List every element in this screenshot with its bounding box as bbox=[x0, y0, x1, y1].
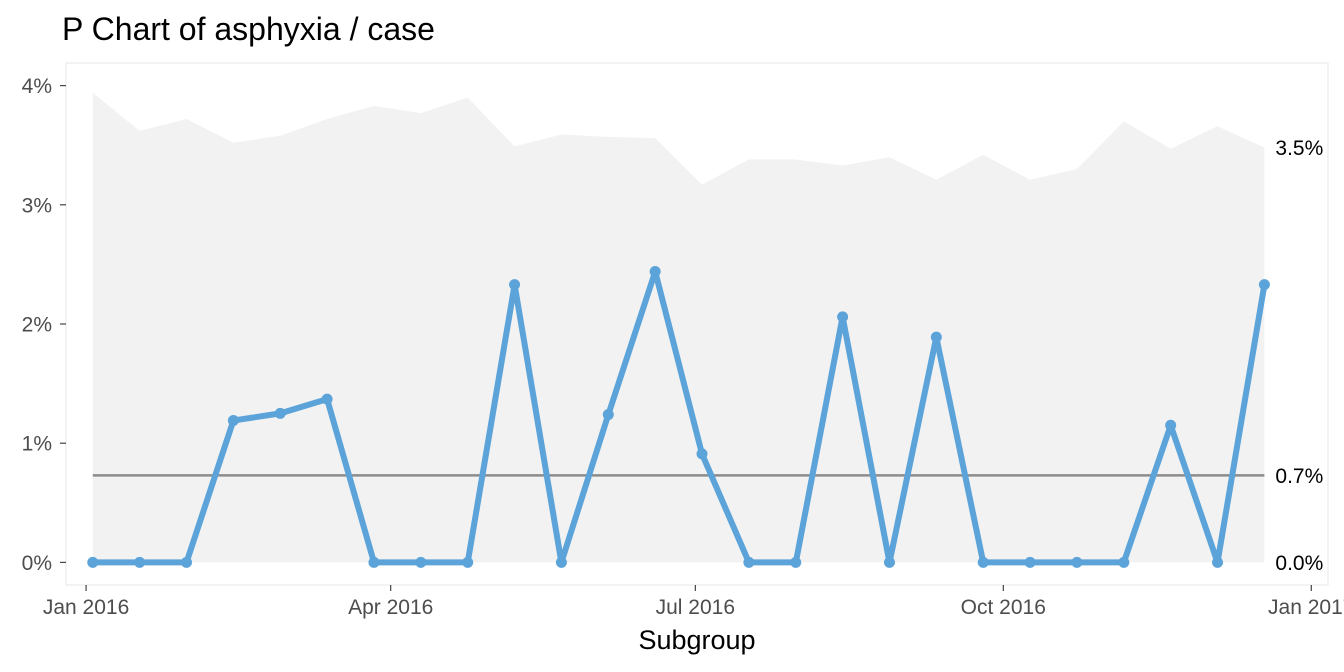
data-point bbox=[462, 556, 474, 568]
data-point bbox=[696, 448, 708, 460]
x-axis: Jan 2016 Apr 2016 Jul 2016 Oct 2016 Jan 2017 bbox=[43, 585, 1344, 619]
x-tick-label: Jan 2016 bbox=[43, 596, 129, 619]
data-point bbox=[274, 407, 286, 419]
data-point bbox=[227, 415, 239, 427]
data-point bbox=[602, 409, 614, 421]
data-point bbox=[743, 556, 755, 568]
limit-labels: 3.5% 0.7% 0.0% bbox=[1275, 137, 1323, 575]
data-point bbox=[1118, 556, 1130, 568]
x-tick-label: Oct 2016 bbox=[961, 596, 1046, 619]
data-point bbox=[977, 556, 989, 568]
data-point bbox=[181, 556, 193, 568]
data-point bbox=[368, 556, 380, 568]
y-axis: 0% 1% 2% 3% 4% bbox=[22, 75, 66, 575]
upper-limit-label: 3.5% bbox=[1275, 137, 1323, 160]
data-point bbox=[1071, 556, 1083, 568]
data-point bbox=[1212, 556, 1224, 568]
control-limit-band bbox=[92, 92, 1265, 563]
data-point bbox=[1165, 419, 1177, 431]
y-tick-label: 0% bbox=[22, 552, 52, 575]
data-point bbox=[883, 556, 895, 568]
data-point bbox=[930, 331, 942, 343]
data-points bbox=[87, 266, 1270, 568]
y-tick-label: 1% bbox=[22, 433, 52, 456]
data-point bbox=[1024, 556, 1036, 568]
x-tick-label: Jul 2016 bbox=[656, 596, 735, 619]
data-point bbox=[837, 311, 849, 323]
series-asphyxia bbox=[89, 268, 1268, 566]
y-tick-label: 4% bbox=[22, 75, 52, 98]
chart-title: P Chart of asphyxia / case bbox=[62, 11, 435, 47]
data-point bbox=[321, 393, 333, 405]
series-line bbox=[89, 268, 1268, 566]
lower-limit-label: 0.0% bbox=[1275, 552, 1323, 575]
data-point bbox=[555, 556, 567, 568]
y-tick-label: 3% bbox=[22, 194, 52, 217]
data-point bbox=[87, 556, 99, 568]
data-point bbox=[790, 556, 802, 568]
x-axis-title: Subgroup bbox=[638, 625, 755, 655]
data-point bbox=[649, 266, 661, 278]
center-line-label: 0.7% bbox=[1275, 465, 1323, 488]
data-point bbox=[509, 279, 521, 291]
control-limit-area bbox=[92, 92, 1265, 563]
data-point bbox=[134, 556, 146, 568]
data-point bbox=[415, 556, 427, 568]
x-tick-label: Apr 2016 bbox=[348, 596, 433, 619]
y-tick-label: 2% bbox=[22, 314, 52, 337]
data-point bbox=[1258, 279, 1270, 291]
x-tick-label: Jan 2017 bbox=[1268, 596, 1344, 619]
